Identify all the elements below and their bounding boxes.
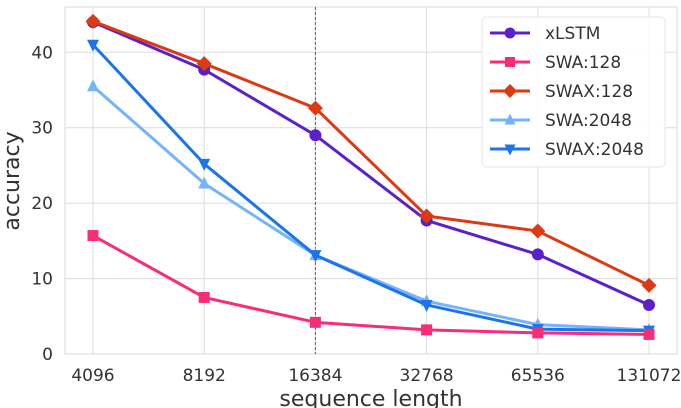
x-tick-label: 8192: [183, 366, 226, 386]
diamond-marker: [307, 100, 323, 116]
circle-marker: [643, 298, 655, 311]
y-tick-label: 10: [31, 270, 53, 290]
x-tick-labels: 4096 8192 16384 32768 65536 131072: [71, 366, 681, 386]
square-marker: [643, 328, 655, 340]
triangle-down-marker: [87, 39, 99, 52]
diamond-marker: [85, 13, 101, 29]
triangle-up-marker: [87, 79, 99, 92]
legend-item: SWA:2048: [490, 111, 632, 131]
plot-frame: [64, 6, 678, 355]
y-axis-label: accuracy: [0, 131, 25, 230]
square-marker: [309, 316, 321, 328]
y-tick-label: 30: [31, 119, 53, 139]
series-swa-128: [87, 230, 655, 340]
y-tick-label: 40: [31, 43, 53, 63]
legend-item: SWAX:2048: [490, 140, 644, 160]
legend-item: xLSTM: [490, 24, 600, 44]
x-axis-label: sequence length: [279, 387, 462, 408]
series-line: [92, 85, 650, 332]
legend-box: [481, 16, 666, 168]
triangle-up-marker: [198, 176, 211, 189]
x-tick-label: 4096: [71, 366, 114, 386]
triangle-down-marker: [198, 158, 211, 171]
diamond-marker: [641, 277, 657, 293]
series-line: [92, 20, 650, 307]
y-tick-labels: 0 10 20 30 40: [31, 43, 53, 365]
square-marker: [87, 230, 99, 242]
diamond-marker: [196, 56, 212, 72]
x-tick-label: 131072: [617, 366, 681, 386]
diamond-marker: [530, 223, 546, 239]
x-tick-label: 16384: [288, 366, 342, 386]
legend-item: SWA:128: [490, 53, 621, 73]
x-tick-label: 32768: [400, 366, 454, 386]
diamond-marker: [503, 84, 517, 98]
square-marker: [198, 291, 210, 303]
legend-label: SWA:128: [545, 53, 621, 73]
x-tick-label: 65536: [511, 366, 565, 386]
triangle-down-marker: [420, 299, 433, 312]
legend-label: SWA:2048: [545, 111, 632, 131]
series-swax-2048: [87, 39, 655, 338]
circle-marker: [309, 129, 322, 142]
triangle-up-marker: [504, 113, 516, 125]
y-tick-label: 20: [31, 194, 53, 214]
legend-label: xLSTM: [545, 24, 600, 44]
legend: xLSTM SWA:128 SWAX:128 SWA:2048 SWAX:2048: [481, 16, 666, 168]
triangle-down-marker: [504, 144, 516, 156]
series-line: [92, 19, 650, 287]
legend-item: SWAX:128: [490, 82, 633, 102]
circle-marker: [504, 27, 516, 39]
series-line: [92, 234, 650, 336]
circle-marker: [531, 248, 544, 261]
square-marker: [421, 324, 433, 336]
legend-label: SWAX:2048: [545, 140, 644, 160]
y-tick-label: 0: [42, 345, 53, 365]
triangle-down-marker: [309, 250, 322, 263]
series-line: [91, 43, 650, 333]
square-marker: [532, 327, 544, 339]
square-marker: [505, 57, 515, 67]
legend-label: SWAX:128: [545, 82, 633, 102]
diamond-marker: [419, 208, 435, 224]
series-swax-128: [85, 13, 657, 293]
series-group: [85, 13, 657, 340]
